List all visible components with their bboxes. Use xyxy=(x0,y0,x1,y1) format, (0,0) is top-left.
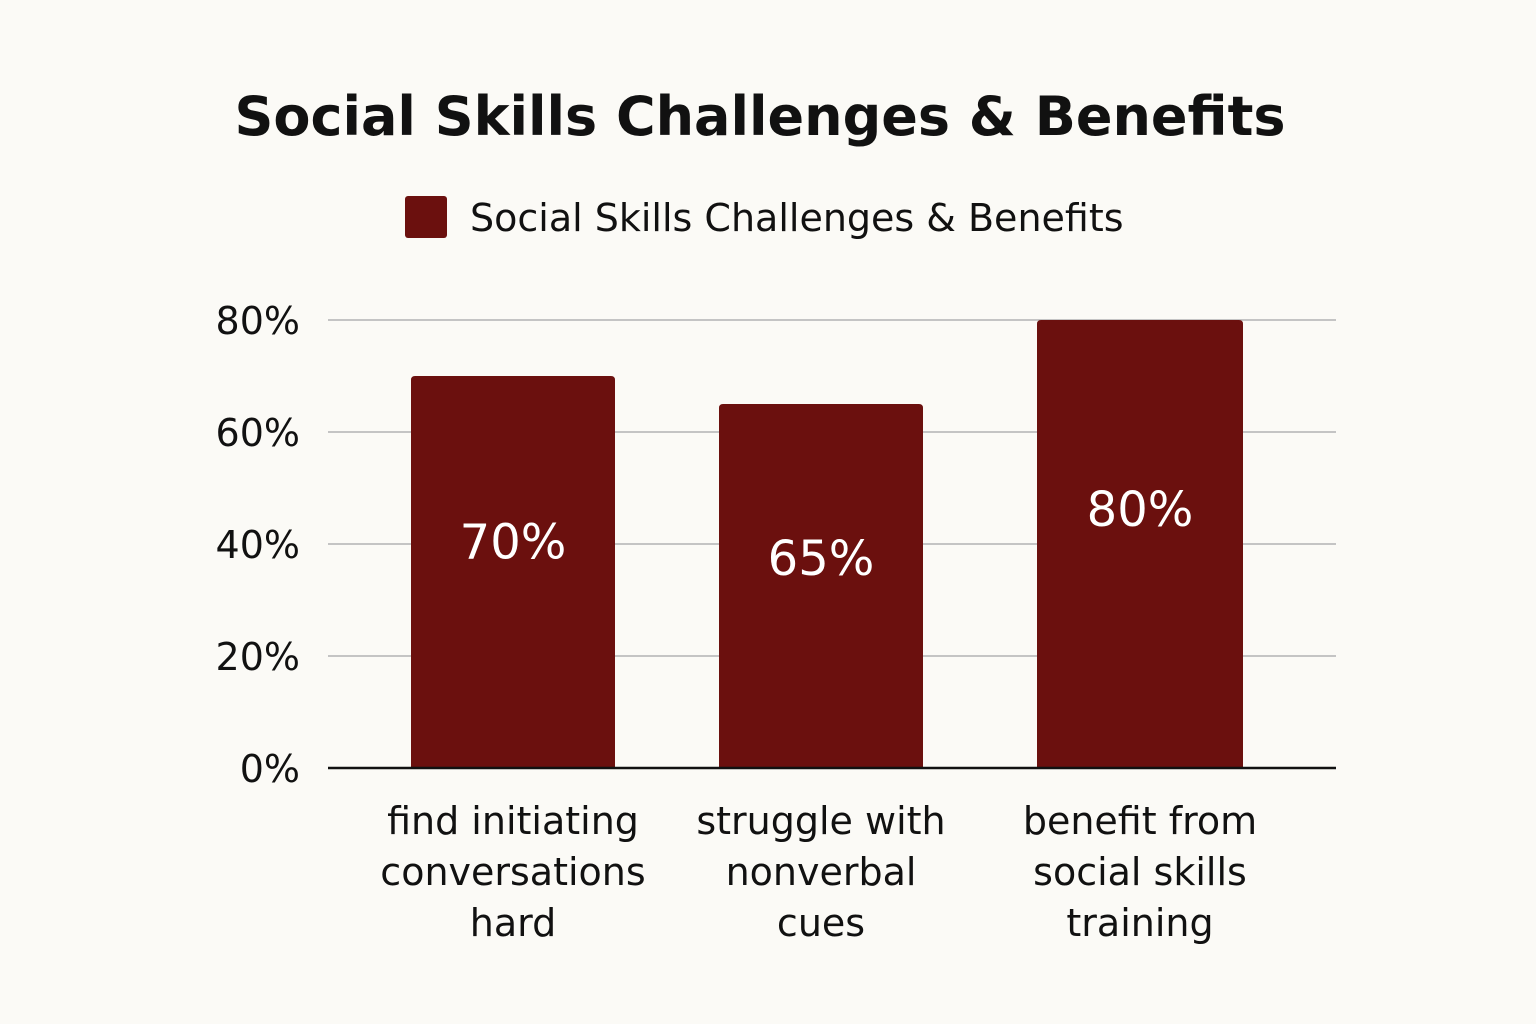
category-label-line: struggle with xyxy=(696,799,945,843)
y-tick-label: 80% xyxy=(216,299,300,343)
category-label-line: training xyxy=(1066,901,1213,945)
category-label: struggle with nonverbal cues xyxy=(696,799,945,945)
category-label-line: find initiating xyxy=(387,799,639,843)
category-label: find initiating conversations hard xyxy=(380,799,645,945)
bar-data-label: 80% xyxy=(1087,482,1194,538)
category-label-line: social skills xyxy=(1033,850,1247,894)
legend-swatch xyxy=(405,196,447,238)
bar xyxy=(719,404,923,768)
bar-data-label: 65% xyxy=(768,531,875,587)
category-labels: find initiating conversations hard struggle… xyxy=(380,799,1257,945)
bars xyxy=(411,320,1243,768)
bar-data-label: 70% xyxy=(460,515,567,571)
bar xyxy=(411,376,615,768)
y-tick-label: 60% xyxy=(216,411,300,455)
y-axis-ticks: 0% 20% 40% 60% 80% xyxy=(216,299,300,791)
category-label: benefit from social skills training xyxy=(1023,799,1257,945)
category-label-line: hard xyxy=(470,901,556,945)
data-labels: 70% 65% 80% xyxy=(460,482,1194,587)
y-tick-label: 20% xyxy=(216,635,300,679)
chart-title: Social Skills Challenges & Benefits xyxy=(234,85,1285,148)
bar xyxy=(1037,320,1243,768)
category-label-line: nonverbal xyxy=(726,850,917,894)
legend-label: Social Skills Challenges & Benefits xyxy=(470,196,1124,240)
y-tick-label: 40% xyxy=(216,523,300,567)
category-label-line: benefit from xyxy=(1023,799,1257,843)
category-label-line: conversations xyxy=(380,850,645,894)
category-label-line: cues xyxy=(777,901,865,945)
legend: Social Skills Challenges & Benefits xyxy=(405,196,1124,240)
y-tick-label: 0% xyxy=(240,747,300,791)
